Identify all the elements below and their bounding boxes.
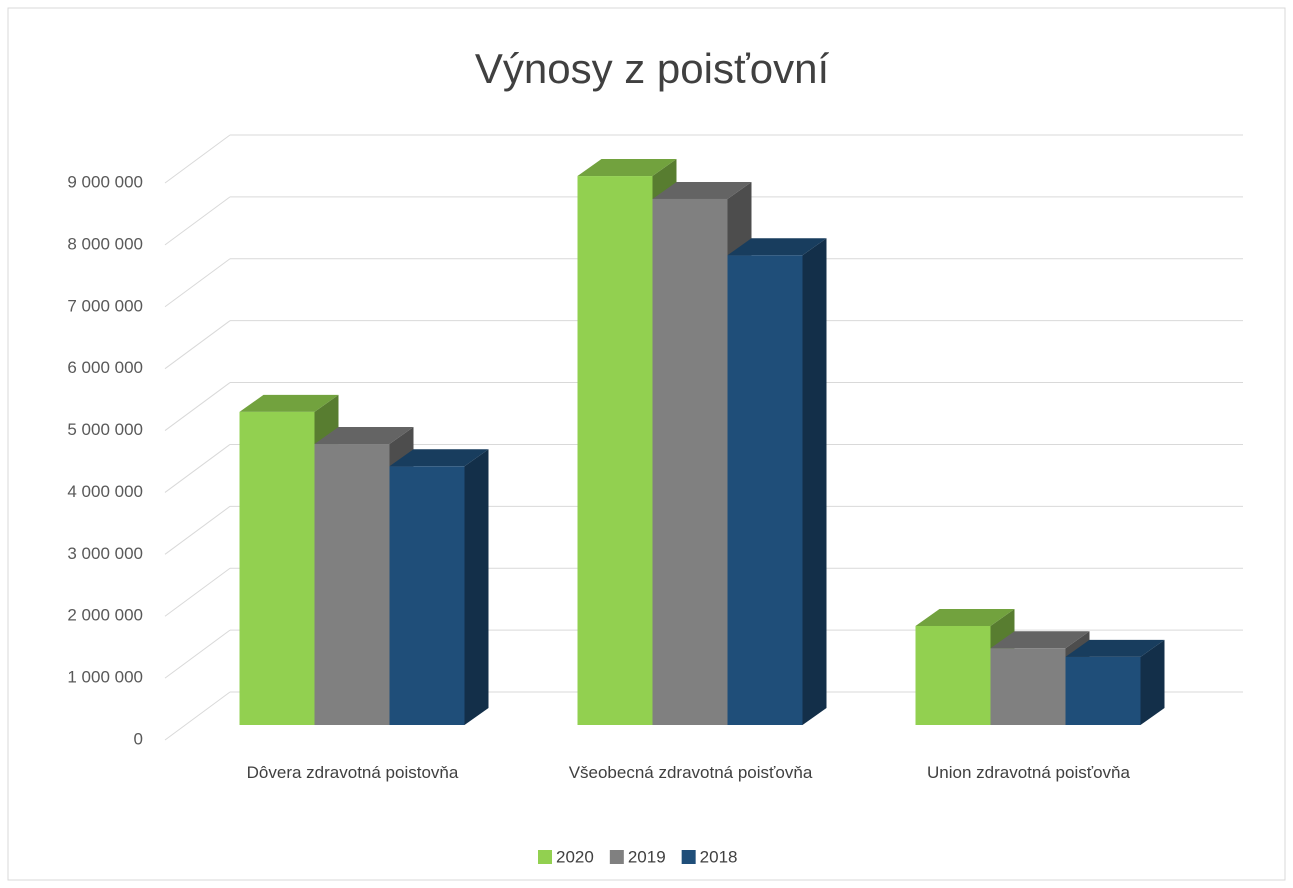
legend-swatch <box>681 850 696 864</box>
bar-top <box>990 631 1090 649</box>
grid-line <box>164 320 231 370</box>
bar-side <box>802 238 827 725</box>
legend-label: 2018 <box>700 847 738 866</box>
y-tick-label: 5 000 000 <box>67 420 143 439</box>
legend-label: 2020 <box>556 847 594 866</box>
chart-title: Výnosy z poisťovní <box>475 45 830 92</box>
bar-top <box>577 159 677 177</box>
bar <box>389 466 465 725</box>
x-tick-label: Všeobecná zdravotná poisťovňa <box>568 763 813 782</box>
grid-line <box>164 444 231 493</box>
y-tick-label: 8 000 000 <box>67 234 143 253</box>
y-tick-label: 4 000 000 <box>67 482 143 501</box>
grid-line <box>164 567 231 617</box>
bar <box>652 198 728 725</box>
grid-line <box>164 629 231 679</box>
grid-line <box>164 258 231 308</box>
y-tick-label: 7 000 000 <box>67 296 143 315</box>
legend-label: 2019 <box>628 847 666 866</box>
bar-top <box>389 449 489 467</box>
bar-top <box>727 238 827 256</box>
y-tick-label: 6 000 000 <box>67 358 143 377</box>
bar-side <box>464 449 489 725</box>
legend-swatch <box>609 850 624 864</box>
grid-line <box>164 196 231 246</box>
bar-top <box>1065 639 1165 657</box>
bar <box>1065 656 1141 725</box>
bar <box>314 444 390 725</box>
bar-top <box>314 427 414 445</box>
bar <box>239 411 315 725</box>
grid-line <box>164 134 231 184</box>
y-tick-label: 2 000 000 <box>67 606 143 625</box>
y-tick-label: 9 000 000 <box>67 172 143 191</box>
grid-line <box>164 505 231 555</box>
bar <box>915 625 991 725</box>
bar-top <box>239 394 339 412</box>
bar-top <box>652 181 752 199</box>
x-tick-label: Dôvera zdravotná poistovňa <box>246 763 459 782</box>
y-tick-label: 0 <box>134 729 143 748</box>
y-tick-label: 3 000 000 <box>67 544 143 563</box>
grid-line <box>164 382 231 431</box>
x-tick-label: Union zdravotná poisťovňa <box>927 763 1130 782</box>
bar <box>577 176 653 726</box>
legend-swatch <box>538 850 552 864</box>
bar <box>990 648 1066 725</box>
bar-top <box>915 608 1015 626</box>
bar-side <box>1140 639 1165 725</box>
grid-line <box>164 691 231 741</box>
y-tick-label: 1 000 000 <box>67 668 143 687</box>
bar <box>727 255 803 725</box>
